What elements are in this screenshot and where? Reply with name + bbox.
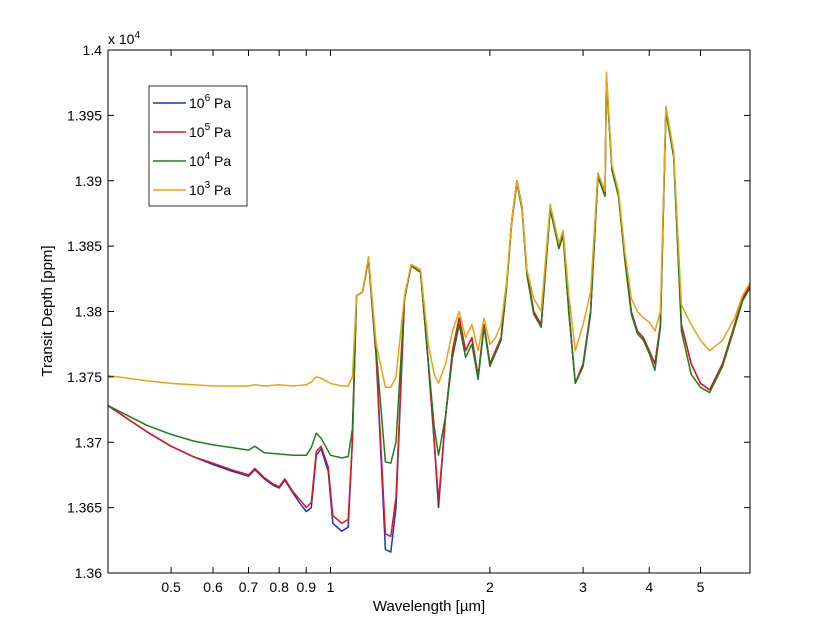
y-multiplier: x 104 (108, 30, 140, 47)
y-tick-label: 1.38 (75, 304, 102, 320)
y-tick-label: 1.36 (75, 565, 102, 581)
x-tick-label: 3 (579, 579, 587, 595)
x-tick-label: 4 (645, 579, 653, 595)
x-tick-label: 1 (327, 579, 335, 595)
y-tick-label: 1.365 (67, 500, 102, 516)
series-line-3 (107, 71, 751, 389)
legend: 106 Pa 105 Pa 104 Pa 103 Pa (148, 85, 248, 207)
x-axis-label: Wavelength [µm] (373, 598, 485, 615)
y-tick-label: 1.4 (83, 42, 103, 58)
x-tick-label: 0.7 (239, 579, 259, 595)
x-tick-label: 0.5 (161, 579, 181, 595)
series-lines (107, 71, 751, 553)
legend-label-1: 105 Pa (189, 122, 231, 140)
legend-label-2: 104 Pa (189, 151, 231, 169)
x-tick-label: 5 (697, 579, 705, 595)
y-tick-label: 1.395 (67, 107, 102, 123)
legend-label-0: 106 Pa (189, 93, 231, 111)
x-tick-label: 0.6 (203, 579, 223, 595)
y-tick-label: 1.385 (67, 238, 102, 254)
y-axis-label: Transit Depth [ppm] (39, 245, 56, 376)
axis-ticks: 0.5 0.6 0.7 0.8 0.9 1 2 3 4 5 1.36 1.365 1.37 1.375 1.… (67, 42, 750, 595)
x-tick-label: 0.9 (297, 579, 317, 595)
y-tick-label: 1.39 (75, 173, 102, 189)
legend-label-3: 103 Pa (189, 180, 231, 198)
legend-box (148, 85, 248, 207)
x-tick-label: 0.8 (269, 579, 289, 595)
series-line-2 (107, 78, 751, 464)
y-tick-label: 1.375 (67, 369, 102, 385)
x-tick-label: 2 (486, 579, 494, 595)
y-tick-label: 1.37 (75, 434, 102, 450)
series-line-1 (107, 75, 751, 538)
